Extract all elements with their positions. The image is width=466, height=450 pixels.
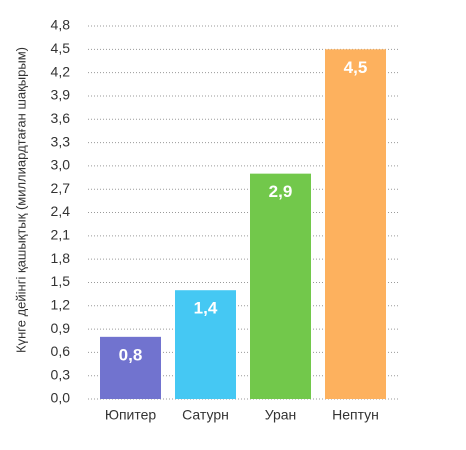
y-tick-label: 0,0 [51, 390, 71, 406]
value-label: 0,8 [119, 345, 143, 364]
value-label: 2,9 [269, 182, 293, 201]
y-tick-label: 3,6 [51, 110, 71, 126]
x-tick-label: Уран [265, 407, 297, 423]
x-tick-label: Юпитер [105, 407, 157, 423]
value-label: 1,4 [194, 299, 218, 318]
y-tick-label: 3,0 [51, 157, 71, 173]
y-tick-label: 4,5 [51, 40, 71, 56]
y-axis-label: Күнге дейінгі қашықтық (миллиардтаған ша… [13, 47, 28, 353]
value-label: 4,5 [344, 58, 368, 77]
y-tick-label: 4,2 [51, 63, 71, 79]
y-tick-label: 0,3 [51, 366, 71, 382]
y-tick-label: 2,7 [51, 180, 71, 196]
y-tick-label: 0,9 [51, 320, 71, 336]
y-tick-label: 4,8 [51, 17, 71, 33]
y-tick-label: 1,5 [51, 273, 71, 289]
y-tick-label: 2,1 [51, 227, 71, 243]
y-tick-label: 0,6 [51, 343, 71, 359]
x-tick-label: Сатурн [182, 407, 229, 423]
y-tick-label: 3,9 [51, 87, 71, 103]
x-tick-label: Нептун [332, 407, 379, 423]
bar [175, 290, 236, 399]
bar [325, 49, 386, 399]
y-tick-label: 3,3 [51, 133, 71, 149]
bar [250, 173, 311, 399]
y-tick-label: 2,4 [51, 203, 71, 219]
bar [100, 336, 161, 399]
y-tick-label: 1,8 [51, 250, 71, 266]
y-tick-label: 1,2 [51, 296, 71, 312]
